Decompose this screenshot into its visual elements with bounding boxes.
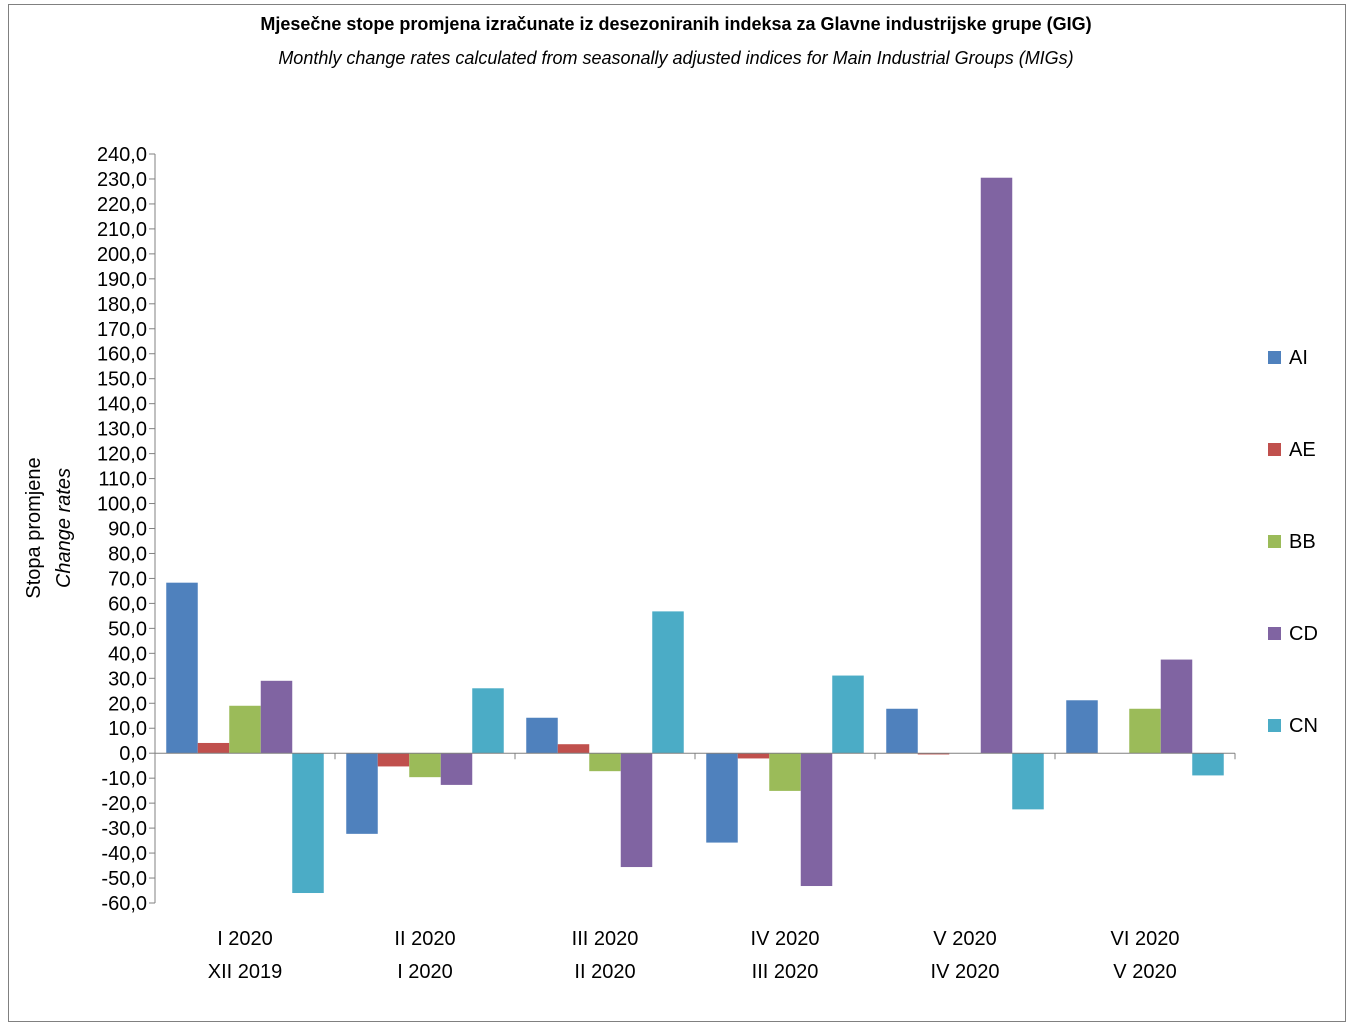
legend-label-ae: AE <box>1289 439 1316 461</box>
legend-swatch-cn <box>1268 719 1281 732</box>
y-tick-label: 170,0 <box>97 319 147 341</box>
y-tick-label: 30,0 <box>108 668 147 690</box>
bar-cd <box>980 177 1013 754</box>
bar-ae <box>377 753 410 767</box>
legend-label-bb: BB <box>1289 531 1316 553</box>
y-tick-label: 190,0 <box>97 269 147 291</box>
bar-ae <box>917 753 950 755</box>
bar-ai <box>886 708 918 754</box>
bar-cd <box>1160 659 1193 754</box>
y-tick-label: 0,0 <box>119 743 147 765</box>
legend-swatch-cd <box>1268 627 1281 640</box>
bar-bb <box>1129 708 1161 754</box>
y-tick-label: 230,0 <box>97 169 147 191</box>
bar-ae <box>197 742 230 754</box>
bar-cn <box>832 675 864 754</box>
legend-swatch-bb <box>1268 535 1281 548</box>
plot-area: 240,0 230,0 220,0 210,0 200,0 190,0 180,0 170,0… <box>97 144 1236 983</box>
y-tick-label: 70,0 <box>108 568 147 590</box>
legend-label-cd: CD <box>1289 623 1318 645</box>
bar-bb <box>409 753 441 778</box>
category-label-base: XII 2019 <box>208 961 283 983</box>
y-tick-label: -60,0 <box>101 893 147 915</box>
category-label: I 2020 <box>217 928 273 950</box>
bar-cd <box>260 680 293 754</box>
category-label: III 2020 <box>572 928 639 950</box>
category-label: II 2020 <box>394 928 455 950</box>
bar-ai <box>346 753 378 834</box>
y-tick-label: 110,0 <box>98 469 147 491</box>
legend-swatch-ai <box>1268 351 1281 364</box>
y-tick-label: 120,0 <box>97 444 147 466</box>
bar-cn <box>1192 753 1224 776</box>
y-tick-label: -10,0 <box>101 768 147 790</box>
y-tick-label: 210,0 <box>97 219 147 241</box>
y-tick-label: 80,0 <box>108 543 147 565</box>
y-tick-label: 140,0 <box>97 394 147 416</box>
bar-ai <box>706 753 738 843</box>
category-label-base: III 2020 <box>752 961 819 983</box>
chart-subtitle: Monthly change rates calculated from sea… <box>278 48 1073 68</box>
chart-frame <box>8 4 1346 1022</box>
bar-ai <box>1066 700 1098 754</box>
bar-cn <box>1012 753 1044 810</box>
category-label-base: IV 2020 <box>931 961 1000 983</box>
bar-ae <box>557 744 590 754</box>
y-tick-label: 160,0 <box>97 344 147 366</box>
bar-cd <box>440 753 473 785</box>
y-tick-label: -30,0 <box>101 818 147 840</box>
y-tick-label: 10,0 <box>108 718 147 740</box>
category-label: IV 2020 <box>751 928 820 950</box>
y-tick-label: -40,0 <box>101 843 147 865</box>
category-label: V 2020 <box>933 928 996 950</box>
bar-bb <box>769 753 801 791</box>
category-label: VI 2020 <box>1111 928 1180 950</box>
y-axis-label-english: Change rates <box>53 468 75 588</box>
y-tick-label: 180,0 <box>97 294 147 316</box>
y-tick-label: 150,0 <box>97 369 147 391</box>
y-tick-label: 20,0 <box>108 693 147 715</box>
y-tick-label: 50,0 <box>108 618 147 640</box>
y-axis-label: Stopa promjene <box>23 457 45 598</box>
legend-label-cn: CN <box>1289 715 1318 737</box>
y-tick-label: 240,0 <box>97 144 147 166</box>
y-tick-label: -50,0 <box>101 868 147 890</box>
y-tick-label: 100,0 <box>97 494 147 516</box>
bar-cn <box>652 611 684 754</box>
bar-cn <box>472 688 504 754</box>
bar-cd <box>620 753 653 868</box>
legend-label-ai: AI <box>1289 347 1308 369</box>
bar-cn <box>292 753 324 894</box>
y-tick-label: 60,0 <box>108 593 147 615</box>
bar-bb <box>229 705 261 754</box>
legend: AI AE BB CD CN <box>1268 347 1318 737</box>
category-label-base: V 2020 <box>1113 961 1176 983</box>
y-tick-label: 200,0 <box>97 244 147 266</box>
category-label-base: II 2020 <box>574 961 635 983</box>
legend-swatch-ae <box>1268 443 1281 456</box>
y-tick-label: 40,0 <box>108 643 147 665</box>
y-tick-label: 130,0 <box>97 419 147 441</box>
chart-title: Mjesečne stope promjena izračunate iz de… <box>260 14 1091 34</box>
y-tick-label: -20,0 <box>101 793 147 815</box>
y-tick-label: 220,0 <box>97 194 147 216</box>
bar-ae <box>737 753 770 759</box>
bar-bb <box>589 753 621 772</box>
category-label-base: I 2020 <box>397 961 453 983</box>
y-tick-label: 90,0 <box>108 519 147 541</box>
bar-ai <box>526 717 558 754</box>
bar-ai <box>166 582 198 754</box>
bar-cd <box>800 753 833 887</box>
